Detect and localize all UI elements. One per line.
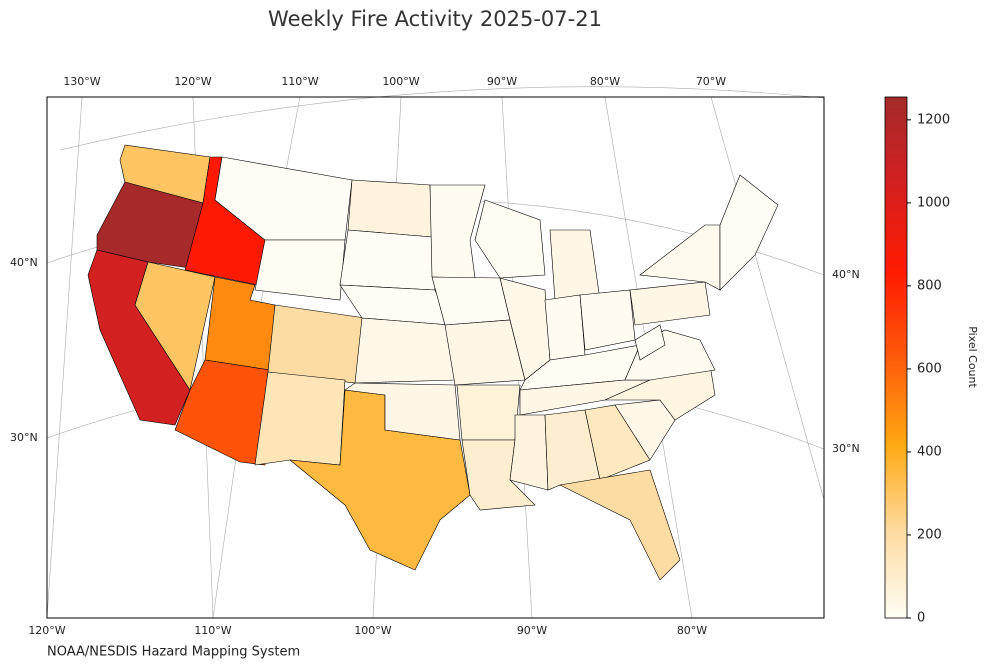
graticule-label: 80°W bbox=[677, 624, 707, 637]
region bbox=[339, 229, 436, 291]
title: Weekly Fire Activity 2025-07-21 bbox=[268, 7, 602, 31]
colorbar-tick-label: 1000 bbox=[917, 195, 950, 210]
graticule-label: 40°N bbox=[832, 268, 860, 281]
region bbox=[456, 384, 521, 441]
region bbox=[254, 371, 346, 466]
graticule-line bbox=[46, 96, 83, 619]
graticule-line bbox=[59, 86, 825, 151]
graticule-label: 80°W bbox=[590, 75, 620, 88]
region bbox=[347, 179, 433, 238]
graticule-label: 90°W bbox=[517, 624, 547, 637]
region bbox=[549, 229, 601, 301]
region bbox=[354, 317, 456, 384]
graticule-label: 70°W bbox=[696, 75, 726, 88]
region bbox=[431, 276, 511, 326]
colorbar-tick-label: 0 bbox=[917, 611, 925, 626]
graticule-label: 40°N bbox=[10, 256, 38, 269]
graticule-label: 130°W bbox=[63, 75, 100, 88]
region bbox=[509, 414, 549, 491]
graticule-label: 100°W bbox=[354, 624, 391, 637]
colorbar-tick-label: 400 bbox=[917, 444, 942, 459]
states bbox=[87, 144, 779, 581]
graticule-label: 30°N bbox=[832, 442, 860, 455]
graticule-label: 120°W bbox=[174, 75, 211, 88]
region bbox=[629, 281, 711, 326]
colorbar-tick-label: 800 bbox=[917, 278, 942, 293]
graticule-line bbox=[710, 96, 825, 501]
colorbar-tick-label: 600 bbox=[917, 361, 942, 376]
colorbar-tick-label: 1200 bbox=[917, 112, 950, 127]
graticule-label: 110°W bbox=[281, 75, 318, 88]
region bbox=[559, 469, 681, 581]
colorbar bbox=[884, 96, 908, 619]
graticule-label: 90°W bbox=[487, 75, 517, 88]
graticule-label: 120°W bbox=[28, 624, 65, 637]
graticule-label: 100°W bbox=[382, 75, 419, 88]
colorbar-tick-label: 200 bbox=[917, 527, 942, 542]
colorbar-label: Pixel Count bbox=[966, 326, 979, 388]
region bbox=[544, 294, 586, 361]
region bbox=[579, 289, 636, 351]
map-frame bbox=[46, 96, 825, 619]
region bbox=[634, 324, 666, 361]
region bbox=[267, 304, 366, 384]
region bbox=[429, 184, 486, 279]
region bbox=[254, 239, 346, 301]
graticule-label: 30°N bbox=[10, 431, 38, 444]
graticule-label: 110°W bbox=[194, 624, 231, 637]
region bbox=[719, 174, 779, 291]
region bbox=[474, 199, 546, 279]
source: NOAA/NESDIS Hazard Mapping System bbox=[47, 645, 300, 660]
region bbox=[639, 224, 721, 291]
